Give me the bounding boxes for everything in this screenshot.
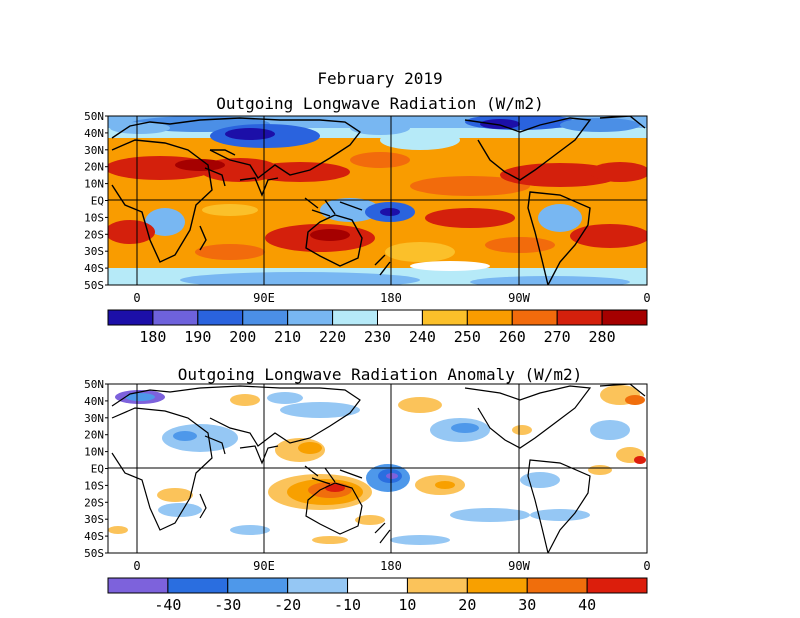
colorbar-label: 190	[184, 328, 211, 346]
colorbar-label: -10	[334, 596, 361, 614]
colorbar-label: 240	[409, 328, 436, 346]
olr-anomaly-colorbar: -40 -30 -20 -10 10 20 30 40	[107, 577, 648, 614]
colorbar-label: 40	[578, 596, 596, 614]
colorbar-swatch	[526, 577, 588, 594]
latitude-label: 10N	[84, 446, 104, 459]
colorbar-swatch	[227, 577, 289, 594]
olr-colorbar: 180 190 200 210 220 230 240 250 260 270 280	[107, 309, 648, 346]
colorbar-swatch	[332, 309, 379, 326]
colorbar-label: -40	[154, 596, 181, 614]
colorbar-swatch	[347, 577, 408, 594]
latitude-label: 30S	[84, 513, 104, 526]
colorbar-swatch	[556, 309, 603, 326]
latitude-label: 30N	[84, 412, 104, 425]
colorbar-label: 20	[458, 596, 476, 614]
olr-anomaly-latitude-ticks: 50N 40N 30N 20N 10N EQ 10S 20S 30S 40S 50S	[84, 378, 108, 560]
longitude-label: 180	[380, 559, 402, 573]
olr-latitude-ticks: 50N 40N 30N 20N 10N EQ 10S 20S 30S 40S 50S	[84, 110, 108, 292]
latitude-label: 50N	[84, 378, 104, 391]
colorbar-swatch	[287, 577, 349, 594]
latitude-label: 10N	[84, 178, 104, 191]
figure-title: February 2019	[317, 69, 443, 88]
longitude-label: 180	[380, 291, 402, 305]
olr-anomaly-longitude-ticks: 0 90E 180 90W 0	[133, 559, 650, 573]
latitude-label: 10S	[84, 211, 104, 224]
latitude-label: EQ	[91, 195, 104, 208]
colorbar-label: 230	[364, 328, 391, 346]
colorbar-swatch	[107, 577, 169, 594]
latitude-label: 20N	[84, 429, 104, 442]
colorbar-label: 10	[398, 596, 416, 614]
latitude-label: 30N	[84, 144, 104, 157]
colorbar-label: 210	[274, 328, 301, 346]
colorbar-swatch	[421, 309, 468, 326]
latitude-label: 10S	[84, 479, 104, 492]
colorbar-label: 280	[589, 328, 616, 346]
olr-anomaly-coastlines	[111, 384, 646, 553]
latitude-label: 40N	[84, 395, 104, 408]
latitude-label: 20S	[84, 496, 104, 509]
colorbar-swatch	[197, 309, 244, 326]
colorbar-label: 260	[499, 328, 526, 346]
colorbar-swatch	[586, 577, 648, 594]
longitude-label: 90W	[508, 291, 530, 305]
latitude-label: 40S	[84, 530, 104, 543]
latitude-label: 40N	[84, 127, 104, 140]
colorbar-swatch	[406, 577, 468, 594]
longitude-label: 90W	[508, 559, 530, 573]
latitude-label: 40S	[84, 262, 104, 275]
colorbar-swatch	[107, 309, 154, 326]
olr-anomaly-map: 50N 40N 30N 20N 10N EQ 10S 20S 30S 40S 50S 0 90E 180…	[84, 378, 650, 573]
colorbar-swatch	[511, 309, 558, 326]
longitude-label: 0	[643, 291, 650, 305]
longitude-label: 90E	[253, 291, 275, 305]
colorbar-label: 220	[319, 328, 346, 346]
colorbar-swatch	[601, 309, 648, 326]
colorbar-label: 180	[139, 328, 166, 346]
latitude-label: 20S	[84, 228, 104, 241]
colorbar-label: -20	[274, 596, 301, 614]
colorbar-swatch	[287, 309, 334, 326]
latitude-label: 50S	[84, 547, 104, 560]
longitude-label: 90E	[253, 559, 275, 573]
colorbar-swatch	[466, 309, 513, 326]
latitude-label: 20N	[84, 161, 104, 174]
latitude-label: 50N	[84, 110, 104, 123]
longitude-label: 0	[133, 559, 140, 573]
colorbar-swatch	[167, 577, 229, 594]
colorbar-label: -30	[214, 596, 241, 614]
colorbar-swatch	[152, 309, 199, 326]
olr-coastlines	[111, 116, 646, 285]
colorbar-swatch	[377, 309, 423, 326]
longitude-label: 0	[643, 559, 650, 573]
olr-anomaly-map-title: Outgoing Longwave Radiation Anomaly (W/m…	[177, 365, 583, 384]
olr-map: 50N 40N 30N 20N 10N EQ 10S 20S 30S 40S 50S 0 90E 180…	[84, 110, 650, 305]
latitude-label: EQ	[91, 463, 104, 476]
olr-longitude-ticks: 0 90E 180 90W 0	[133, 291, 650, 305]
longitude-label: 0	[133, 291, 140, 305]
colorbar-label: 270	[544, 328, 571, 346]
colorbar-label: 30	[518, 596, 536, 614]
colorbar-label: 200	[229, 328, 256, 346]
latitude-label: 50S	[84, 279, 104, 292]
colorbar-swatch	[242, 309, 289, 326]
colorbar-label: 250	[454, 328, 481, 346]
latitude-label: 30S	[84, 245, 104, 258]
olr-map-title: Outgoing Longwave Radiation (W/m2)	[216, 94, 544, 113]
colorbar-swatch	[466, 577, 528, 594]
